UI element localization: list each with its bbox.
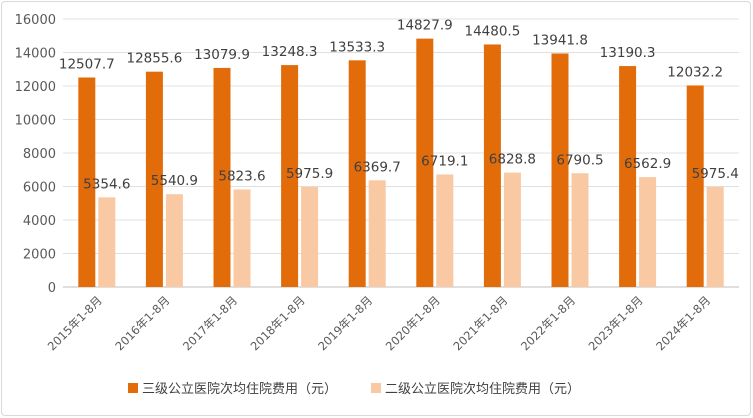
x-tick-label: 2015年1-8月: [45, 293, 105, 353]
x-tick-label: 2016年1-8月: [112, 293, 172, 353]
bar-tier3: [416, 38, 434, 287]
y-tick-label: 12000: [15, 80, 56, 95]
y-tick-label: 10000: [15, 114, 56, 129]
data-label: 5975.9: [286, 166, 333, 182]
data-label: 6562.9: [624, 156, 671, 172]
bar-tier3: [348, 60, 366, 287]
x-tick-label: 2024年1-8月: [653, 293, 713, 353]
data-label: 6369.7: [354, 159, 401, 175]
data-label: 13533.3: [329, 39, 385, 55]
y-tick-label: 16000: [15, 13, 56, 28]
legend-swatch: [128, 383, 138, 393]
legend-label: 三级公立医院次均住院费用（元）: [142, 381, 337, 397]
bar-tier2: [436, 174, 454, 287]
y-tick-label: 2000: [23, 248, 56, 263]
data-label: 6790.5: [556, 152, 603, 168]
bar-tier3: [145, 71, 163, 287]
data-label: 14827.9: [397, 18, 453, 34]
data-label: 14480.5: [464, 23, 520, 39]
bar-tier2: [301, 186, 319, 287]
x-tick-label: 2022年1-8月: [518, 293, 578, 353]
bar-tier3: [551, 53, 569, 287]
bar-tier3: [281, 65, 299, 287]
bar-tier3: [686, 85, 704, 287]
y-tick-label: 4000: [23, 214, 56, 229]
data-label: 13941.8: [532, 32, 588, 48]
data-label: 5823.6: [218, 168, 265, 184]
y-tick-label: 8000: [23, 147, 56, 162]
bar-tier3: [213, 67, 231, 287]
data-label: 13079.9: [194, 47, 250, 63]
data-label: 12507.7: [59, 56, 115, 72]
data-label: 12032.2: [667, 64, 723, 80]
data-label: 6719.1: [421, 153, 468, 169]
bar-tier2: [571, 173, 589, 287]
data-label: 6828.8: [489, 152, 536, 168]
data-label: 12855.6: [126, 51, 182, 67]
bar-tier3: [619, 66, 637, 288]
y-tick-label: 0: [48, 281, 56, 296]
legend-label: 二级公立医院次均住院费用（元）: [385, 381, 580, 397]
x-tick-label: 2020年1-8月: [383, 293, 443, 353]
y-tick-label: 14000: [15, 47, 56, 62]
x-tick-label: 2021年1-8月: [450, 293, 510, 353]
data-label: 13248.3: [262, 44, 318, 60]
y-tick-label: 6000: [23, 181, 56, 196]
x-tick-label: 2019年1-8月: [315, 293, 375, 353]
bar-tier2: [639, 177, 657, 287]
x-tick-label: 2023年1-8月: [586, 293, 646, 353]
bar-tier3: [78, 77, 96, 287]
bar-tier3: [483, 44, 501, 287]
bar-tier2: [98, 197, 116, 287]
data-label: 13190.3: [600, 45, 656, 61]
bar-tier2: [503, 172, 521, 287]
data-label: 5354.6: [83, 176, 130, 192]
data-label: 5975.4: [692, 166, 739, 182]
x-tick-label: 2017年1-8月: [180, 293, 240, 353]
x-tick-label: 2018年1-8月: [248, 293, 308, 353]
data-label: 5540.9: [151, 173, 198, 189]
legend-swatch: [371, 383, 381, 393]
bar-tier2: [233, 189, 251, 287]
bar-tier2: [368, 180, 386, 287]
bar-tier2: [165, 194, 183, 287]
bar-tier2: [706, 186, 724, 287]
